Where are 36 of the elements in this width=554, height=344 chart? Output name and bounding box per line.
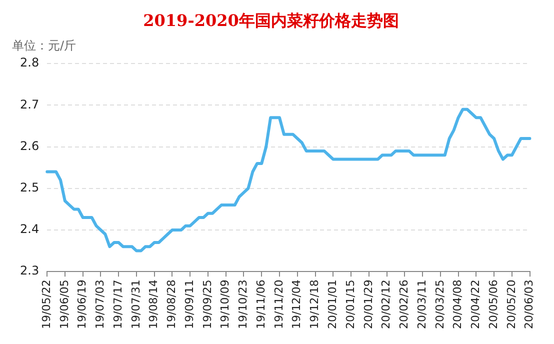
y-tick-label: 2.4 — [20, 222, 40, 236]
x-tick-label: 19/11/06 — [254, 280, 268, 330]
y-tick-label: 2.7 — [20, 97, 40, 112]
x-tick-label: 20/02/26 — [398, 280, 411, 330]
x-tick-label: 19/11/20 — [272, 280, 286, 330]
x-tick-label: 19/08/14 — [147, 280, 160, 330]
x-tick-label: 19/12/18 — [308, 280, 322, 330]
y-tick-label: 2.6 — [20, 138, 40, 153]
x-tick-label: 20/03/25 — [433, 280, 446, 330]
x-tick-label: 20/04/08 — [451, 280, 464, 330]
x-tick-label: 20/01/01 — [326, 280, 339, 330]
x-tick-label: 19/07/31 — [129, 280, 142, 330]
x-tick-label: 20/02/12 — [380, 280, 393, 330]
x-tick-label: 19/07/03 — [94, 280, 107, 330]
x-tick-label: 20/03/11 — [415, 280, 428, 330]
x-tick-label: 20/04/22 — [469, 280, 482, 330]
x-tick-label: 19/10/23 — [236, 280, 250, 330]
x-tick-label: 20/06/03 — [522, 280, 536, 330]
x-tick-label: 19/12/04 — [290, 280, 304, 330]
x-tick-label: 20/01/15 — [344, 280, 357, 330]
y-axis-title: 单位：元/斤 — [12, 38, 76, 53]
y-tick-label: 2.8 — [20, 56, 40, 70]
x-tick-label: 19/08/28 — [165, 280, 178, 330]
y-tick-label: 2.3 — [20, 264, 40, 278]
x-tick-label: 19/09/11 — [182, 280, 196, 330]
x-tick-label: 19/07/17 — [111, 280, 124, 330]
y-tick-label: 2.5 — [20, 180, 40, 195]
x-tick-label: 19/06/19 — [76, 280, 89, 330]
x-tick-label: 19/09/25 — [200, 280, 214, 330]
x-tick-label: 19/05/22 — [40, 280, 53, 330]
x-tick-label: 20/05/06 — [486, 280, 500, 330]
chart-title: 2019-2020年国内菜籽价格走势图 — [143, 10, 399, 30]
x-tick-label: 20/05/20 — [504, 280, 518, 330]
x-tick-label: 20/01/29 — [362, 280, 375, 330]
x-tick-label: 19/06/05 — [58, 280, 71, 330]
x-tick-label: 19/10/09 — [218, 280, 232, 330]
